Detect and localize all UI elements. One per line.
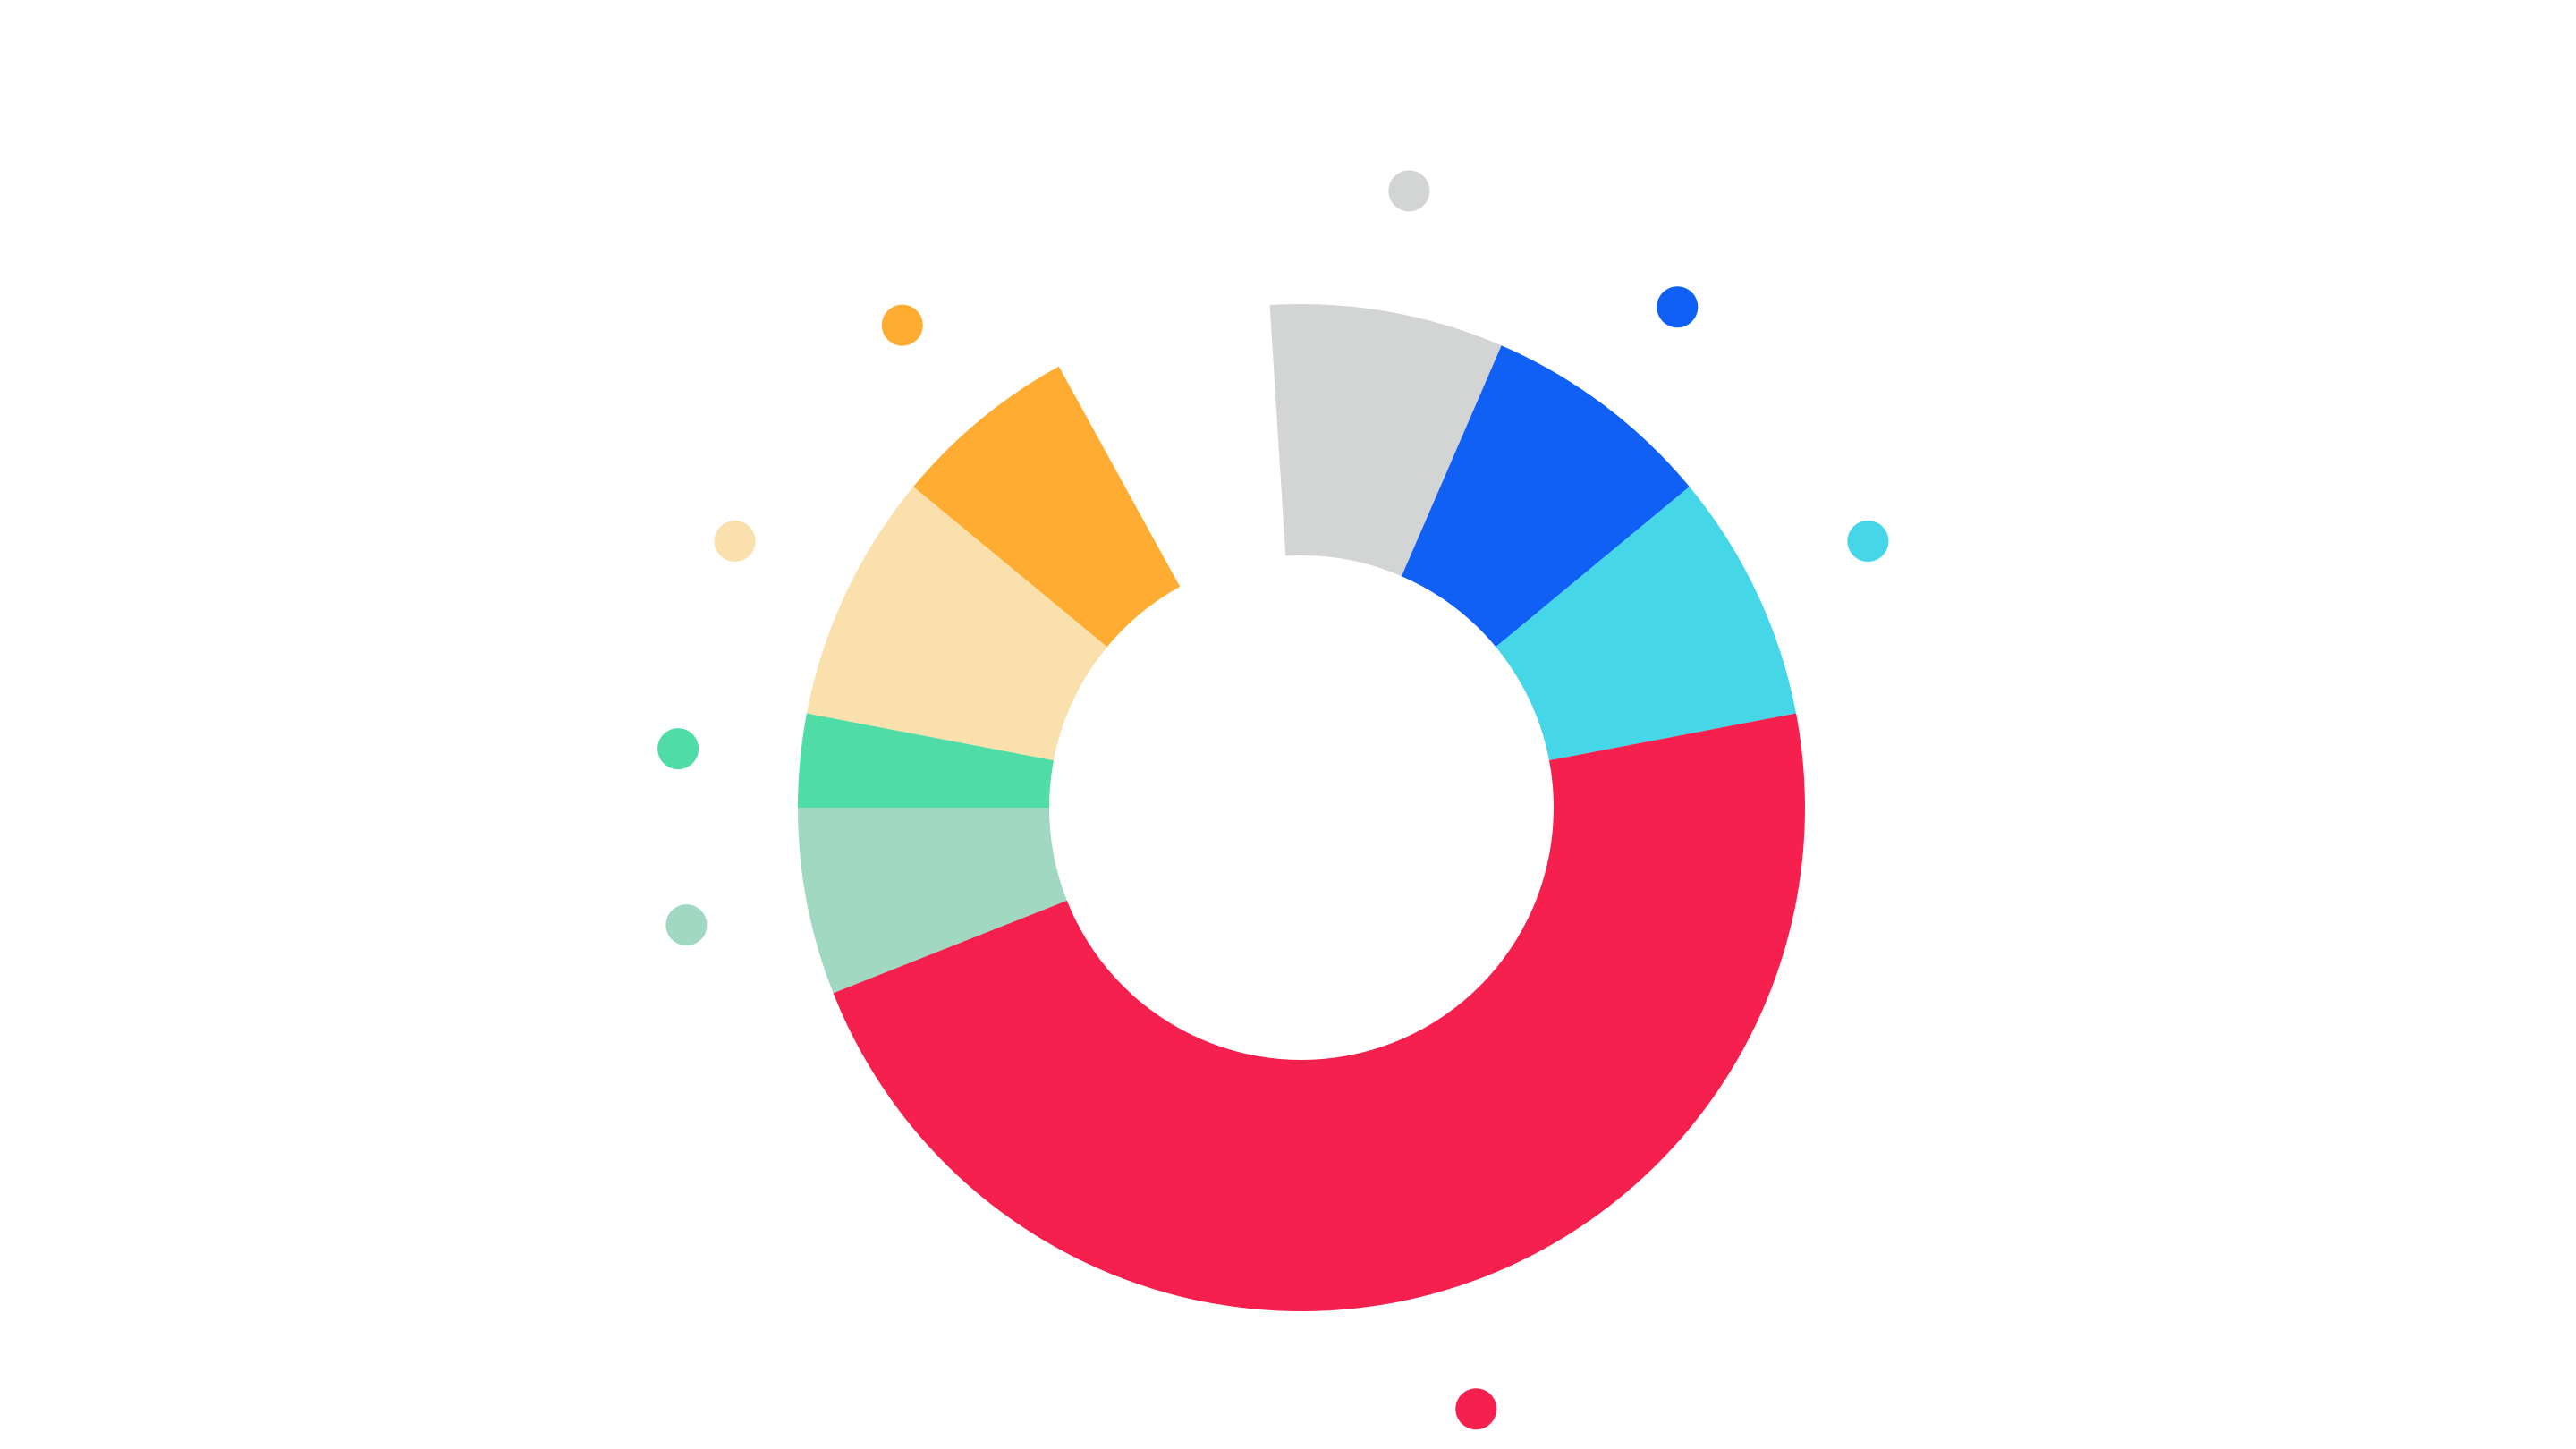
slice-sage-green [798,808,1067,994]
marker-green [657,728,699,770]
marker-orange [881,304,923,346]
slice-light-peach [806,487,1107,761]
marker-sage-green [665,904,708,946]
slice-markers [657,170,1889,1430]
marker-light-peach [714,520,756,562]
slice-orange [913,366,1181,648]
donut-slices [798,304,1805,1312]
slice-green [798,713,1054,808]
marker-red [1455,1388,1497,1430]
marker-blue [1657,286,1699,328]
slice-blue [1401,345,1690,648]
slice-cyan [1496,487,1797,761]
slice-red [833,713,1805,1312]
marker-cyan [1847,520,1889,562]
marker-light-gray [1388,170,1430,212]
slice-light-gray [1269,304,1502,577]
